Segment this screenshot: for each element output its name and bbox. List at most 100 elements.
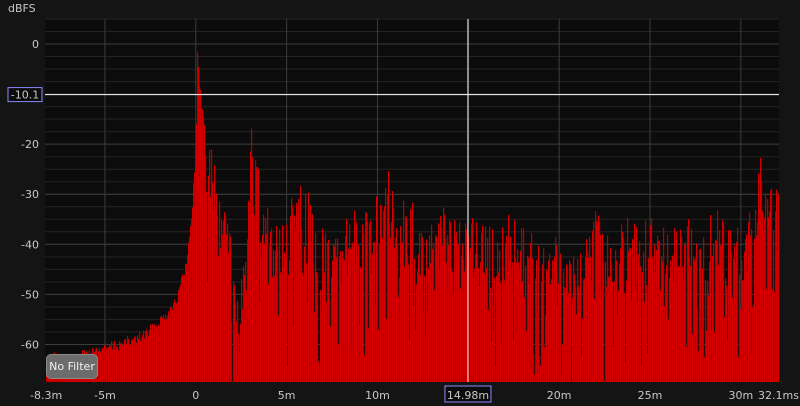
impulse-bar bbox=[450, 222, 452, 382]
impulse-bar bbox=[431, 224, 433, 382]
impulse-bar bbox=[272, 277, 274, 382]
impulse-bar bbox=[517, 249, 519, 382]
impulse-bar bbox=[547, 271, 549, 382]
impulse-bar bbox=[279, 229, 281, 382]
impulse-bar bbox=[340, 251, 342, 382]
impulse-bar bbox=[526, 331, 528, 382]
impulse-bar bbox=[663, 227, 665, 382]
impulse-bar bbox=[143, 330, 145, 382]
impulse-bar bbox=[240, 323, 242, 382]
impulse-bar bbox=[428, 268, 430, 382]
impulse-bar bbox=[199, 86, 201, 382]
crosshair-cursor[interactable]: -10.1 bbox=[7, 19, 779, 382]
impulse-bar bbox=[672, 255, 674, 382]
impulse-bar bbox=[287, 366, 289, 382]
impulse-bar bbox=[251, 128, 253, 382]
filter-button[interactable]: No Filter bbox=[46, 354, 98, 379]
impulse-bar bbox=[763, 230, 765, 382]
impulse-bar bbox=[493, 332, 495, 382]
impulse-bar bbox=[108, 346, 110, 382]
impulse-bar bbox=[722, 220, 724, 382]
impulse-bar bbox=[429, 235, 431, 382]
impulse-bar bbox=[225, 215, 227, 382]
impulse-bar bbox=[344, 259, 346, 382]
impulse-bar bbox=[219, 201, 221, 382]
impulse-bar bbox=[212, 182, 214, 382]
impulse-bar bbox=[338, 344, 340, 382]
impulse-bar bbox=[339, 256, 341, 382]
impulse-bar bbox=[639, 241, 641, 382]
impulse-bar bbox=[693, 256, 695, 382]
impulse-bar bbox=[580, 253, 582, 382]
impulse-bar bbox=[148, 335, 150, 382]
impulse-bar bbox=[442, 245, 444, 382]
impulse-bar bbox=[556, 245, 558, 382]
impulse-bar bbox=[605, 261, 607, 382]
cursor-x-readout-box bbox=[444, 385, 492, 403]
impulse-bar bbox=[567, 266, 569, 382]
impulse-bar bbox=[157, 328, 159, 382]
impulse-bar bbox=[724, 316, 726, 382]
impulse-bar bbox=[128, 339, 130, 382]
impulse-bar bbox=[518, 262, 520, 382]
impulse-bar bbox=[662, 261, 664, 382]
impulse-bar bbox=[613, 347, 615, 382]
impulse-bar bbox=[698, 350, 700, 382]
impulse-bar bbox=[596, 220, 598, 382]
impulse-bar bbox=[748, 222, 750, 382]
impulse-bar bbox=[668, 319, 670, 382]
impulse-bar bbox=[98, 351, 100, 382]
impulse-bar bbox=[380, 204, 382, 382]
impulse-bar bbox=[481, 232, 483, 382]
impulse-bar bbox=[154, 323, 156, 382]
impulse-bar bbox=[193, 183, 195, 382]
impulse-bar bbox=[227, 223, 229, 382]
impulse-bar bbox=[308, 192, 310, 382]
impulse-bar bbox=[593, 221, 595, 382]
impulse-bar bbox=[156, 325, 158, 382]
impulse-bar bbox=[215, 207, 217, 382]
impulse-bar bbox=[336, 257, 338, 382]
impulse-bar bbox=[717, 210, 719, 382]
impulse-bar bbox=[405, 215, 407, 382]
impulse-bar bbox=[386, 318, 388, 382]
impulse-bar bbox=[361, 269, 363, 382]
impulse-bar bbox=[101, 350, 103, 382]
impulse-bar bbox=[363, 233, 365, 382]
cursor-y-readout-box bbox=[7, 87, 43, 103]
impulse-bar bbox=[719, 230, 721, 382]
impulse-bar bbox=[453, 295, 455, 382]
y-tick-label: -20 bbox=[21, 138, 39, 151]
impulse-bar bbox=[623, 237, 625, 382]
y-axis-unit-label: dBFS bbox=[8, 2, 36, 15]
impulse-bar bbox=[291, 198, 293, 382]
impulse-bar bbox=[173, 302, 175, 382]
impulse-bar bbox=[715, 239, 717, 382]
impulse-bar bbox=[378, 329, 380, 382]
impulse-bar bbox=[721, 243, 723, 382]
impulse-bar bbox=[640, 266, 642, 382]
impulse-bar bbox=[471, 223, 473, 382]
impulse-bar bbox=[477, 254, 479, 382]
impulse-bar bbox=[211, 149, 213, 382]
impulse-bar bbox=[764, 218, 766, 382]
impulse-bar bbox=[760, 157, 762, 382]
impulse-bar bbox=[618, 290, 620, 382]
impulse-bar bbox=[337, 238, 339, 382]
impulse-bar bbox=[226, 234, 228, 382]
impulse-bar bbox=[267, 208, 269, 382]
impulse-bar bbox=[117, 346, 119, 382]
impulse-bar bbox=[118, 350, 120, 382]
impulse-bar bbox=[709, 261, 711, 382]
impulse-bar bbox=[566, 264, 568, 382]
impulse-bar bbox=[329, 297, 331, 382]
impulse-bar bbox=[565, 291, 567, 382]
impulse-bar bbox=[620, 248, 622, 382]
impulse-bar bbox=[198, 66, 200, 382]
impulse-bar bbox=[200, 90, 202, 383]
impulse-bar bbox=[321, 312, 323, 382]
impulse-bar bbox=[295, 227, 297, 382]
impulse-bar bbox=[553, 286, 555, 382]
impulse-bar bbox=[293, 326, 295, 382]
